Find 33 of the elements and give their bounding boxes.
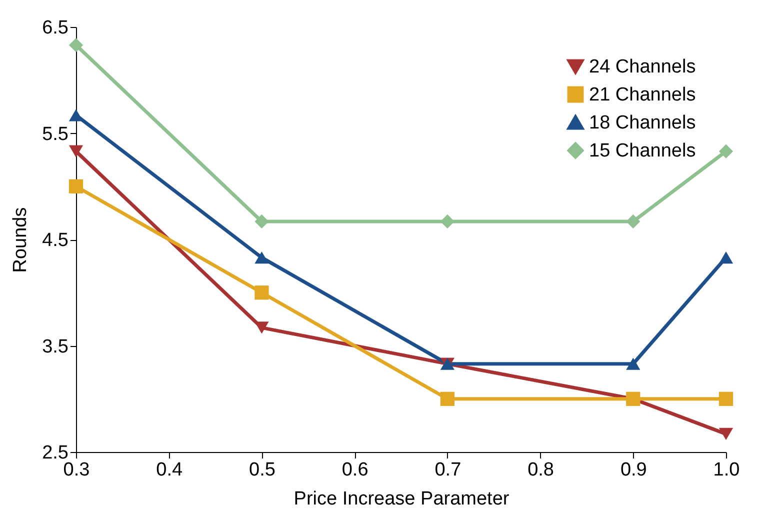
x-tick-label: 0.8 [528, 460, 554, 480]
point [254, 214, 269, 229]
x-tick-label: 0.6 [342, 460, 368, 480]
point [718, 251, 734, 264]
point [68, 38, 84, 52]
point [718, 144, 734, 158]
point [718, 392, 734, 406]
legend-label: 18 Channels [589, 112, 696, 134]
point [68, 109, 84, 122]
y-axis-title: Rounds [10, 207, 32, 273]
legend-label: 15 Channels [589, 140, 696, 162]
x-axis-title: Price Increase Parameter [294, 488, 510, 510]
point [626, 358, 640, 370]
x-tick-label: 0.4 [156, 460, 183, 480]
y-tick-label: 4.5 [42, 230, 68, 251]
y-tick-label: 5.5 [42, 124, 68, 145]
x-tick-label: 0.9 [620, 460, 647, 480]
point [254, 286, 269, 300]
point [254, 251, 269, 264]
x-tick-label: 0.5 [249, 460, 276, 480]
point [254, 322, 269, 334]
x-tick-label: 0.7 [434, 460, 462, 480]
y-tick-label: 6.5 [42, 18, 68, 38]
point [440, 392, 454, 406]
legend-label: 24 Channels [589, 56, 696, 78]
y-tick-label: 3.5 [42, 336, 68, 358]
point [626, 214, 640, 229]
point [68, 145, 84, 158]
point [718, 428, 734, 440]
x-tick-label: 1.0 [713, 460, 740, 480]
point [68, 179, 84, 194]
point [440, 214, 454, 229]
legend-label: 21 Channels [589, 84, 696, 106]
